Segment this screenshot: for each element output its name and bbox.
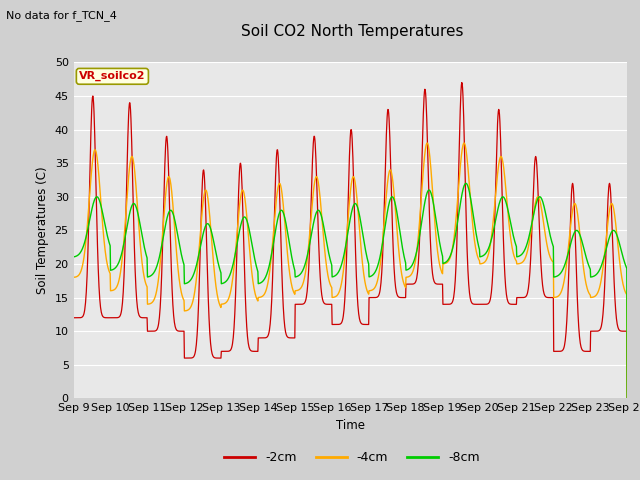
Legend: -2cm, -4cm, -8cm: -2cm, -4cm, -8cm — [219, 446, 485, 469]
X-axis label: Time: Time — [336, 419, 365, 432]
Y-axis label: Soil Temperatures (C): Soil Temperatures (C) — [36, 167, 49, 294]
Text: Soil CO2 North Temperatures: Soil CO2 North Temperatures — [241, 24, 463, 39]
Text: No data for f_TCN_4: No data for f_TCN_4 — [6, 10, 117, 21]
Text: VR_soilco2: VR_soilco2 — [79, 71, 146, 82]
